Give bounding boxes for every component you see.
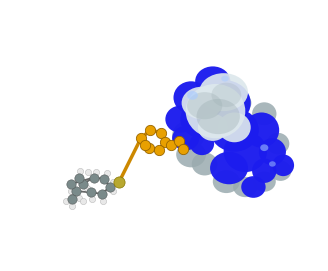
Point: [80, 198, 85, 203]
Ellipse shape: [269, 161, 276, 167]
Ellipse shape: [174, 81, 209, 114]
Ellipse shape: [180, 100, 224, 138]
Point: [163, 140, 168, 144]
Point: [176, 139, 181, 143]
Point: [104, 171, 110, 176]
Point: [88, 190, 93, 195]
Point: [69, 197, 74, 201]
Ellipse shape: [272, 154, 294, 176]
Ellipse shape: [213, 170, 240, 193]
Ellipse shape: [241, 176, 266, 198]
Point: [168, 143, 174, 147]
Ellipse shape: [212, 83, 241, 107]
Ellipse shape: [233, 177, 257, 197]
Ellipse shape: [228, 92, 251, 114]
Point: [156, 148, 161, 153]
Point: [64, 198, 69, 203]
Point: [90, 197, 95, 201]
Ellipse shape: [172, 121, 205, 150]
Ellipse shape: [224, 131, 267, 172]
Ellipse shape: [244, 112, 279, 148]
Point: [91, 175, 96, 180]
Point: [147, 146, 152, 150]
Ellipse shape: [195, 66, 230, 96]
Point: [180, 147, 186, 151]
Ellipse shape: [270, 160, 291, 181]
Ellipse shape: [210, 152, 248, 184]
Ellipse shape: [196, 80, 251, 126]
Point: [68, 189, 73, 193]
Point: [99, 192, 104, 196]
Point: [84, 186, 90, 191]
Ellipse shape: [260, 144, 268, 151]
Point: [138, 136, 144, 140]
Point: [93, 170, 99, 174]
Point: [142, 143, 148, 147]
Ellipse shape: [198, 114, 228, 141]
Point: [110, 179, 115, 184]
Point: [117, 179, 122, 184]
Ellipse shape: [190, 132, 214, 155]
Point: [102, 177, 107, 181]
Ellipse shape: [196, 99, 240, 134]
Point: [76, 196, 81, 200]
Point: [85, 170, 90, 174]
Point: [100, 198, 106, 203]
Ellipse shape: [266, 133, 289, 154]
Ellipse shape: [172, 126, 199, 150]
Point: [107, 185, 113, 189]
Ellipse shape: [252, 102, 277, 125]
Point: [73, 189, 78, 193]
Point: [80, 182, 85, 186]
Point: [76, 175, 81, 180]
Ellipse shape: [187, 92, 222, 119]
Point: [159, 131, 164, 135]
Point: [69, 204, 74, 208]
Ellipse shape: [186, 84, 245, 138]
Point: [148, 128, 153, 132]
Ellipse shape: [182, 87, 222, 119]
Ellipse shape: [221, 76, 229, 82]
Point: [77, 169, 83, 173]
Ellipse shape: [252, 159, 277, 183]
Ellipse shape: [176, 141, 206, 167]
Ellipse shape: [199, 73, 248, 111]
Ellipse shape: [210, 108, 259, 152]
Ellipse shape: [259, 138, 286, 165]
Point: [68, 182, 73, 186]
Ellipse shape: [192, 152, 217, 176]
Point: [110, 189, 115, 193]
Ellipse shape: [165, 106, 195, 133]
Ellipse shape: [253, 172, 276, 192]
Ellipse shape: [187, 91, 198, 100]
Ellipse shape: [218, 112, 251, 142]
